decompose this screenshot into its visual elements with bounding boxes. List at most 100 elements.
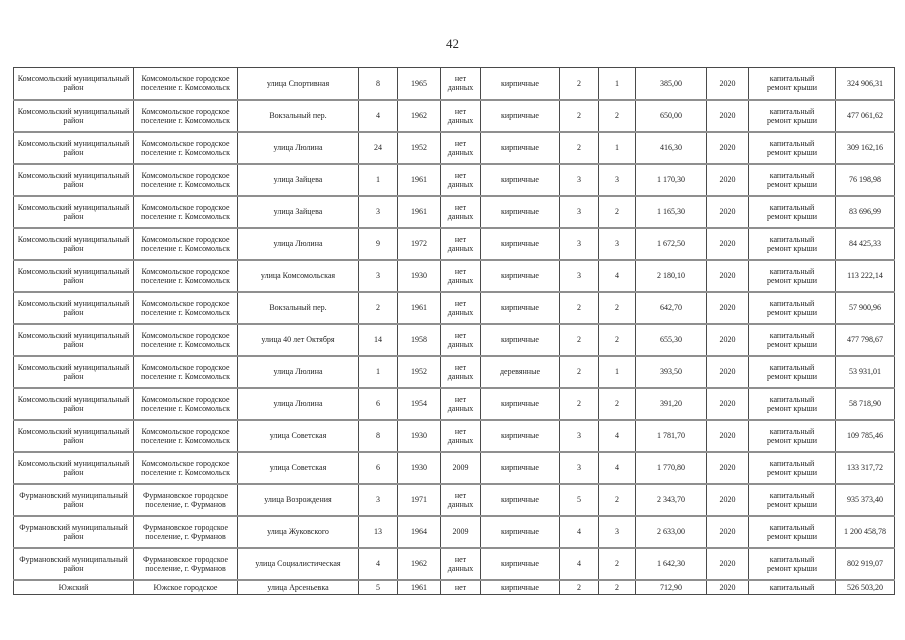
table-cell: 3 [358, 194, 398, 228]
table-row: Комсомольский муниципальный район Комсомо… [13, 226, 895, 260]
table-cell: 1961 [397, 162, 441, 196]
table-cell: 5 [358, 578, 398, 595]
table-cell: 2 343,70 [635, 482, 707, 516]
table-cell: 309 162,16 [835, 130, 895, 164]
table-cell: кирпичные [480, 67, 560, 100]
table-row: Комсомольский муниципальный район Комсомо… [13, 418, 895, 452]
table-cell: Фурмановский муниципальный район [13, 482, 134, 516]
table-cell: 393,50 [635, 354, 707, 388]
table-cell: нет данных [440, 194, 481, 228]
table-cell: кирпичные [480, 194, 560, 228]
table-cell: Комсомольский муниципальный район [13, 162, 134, 196]
table-cell: кирпичные [480, 450, 560, 484]
table-cell: 3 [598, 514, 636, 548]
table-row: Фурмановский муниципальный район Фурманов… [13, 514, 895, 548]
table-cell: 4 [598, 450, 636, 484]
table-cell: Комсомольское городское поселение г. Ком… [133, 386, 238, 420]
table-cell: 3 [598, 226, 636, 260]
table-cell: 5 [559, 482, 599, 516]
table-cell: 324 906,31 [835, 67, 895, 100]
table-cell: 4 [358, 98, 398, 132]
table-cell: капитальный ремонт крыши [748, 354, 836, 388]
table-cell: Фурмановское городское поселение, г. Фур… [133, 514, 238, 548]
table-cell: Комсомольский муниципальный район [13, 450, 134, 484]
table-cell: 1972 [397, 226, 441, 260]
table-cell: 2 [598, 290, 636, 324]
table-cell: 2020 [706, 67, 749, 100]
table-row: Комсомольский муниципальный район Комсомо… [13, 450, 895, 484]
table-cell: 1 [598, 354, 636, 388]
table-cell: кирпичные [480, 98, 560, 132]
table-cell: Комсомольский муниципальный район [13, 194, 134, 228]
table-cell: нет данных [440, 418, 481, 452]
table-cell: 655,30 [635, 322, 707, 356]
table-cell: нет данных [440, 322, 481, 356]
table-cell: Вокзальный пер. [237, 290, 359, 324]
table-cell: улица Советская [237, 418, 359, 452]
table-cell: 1961 [397, 578, 441, 595]
table-cell: 1 770,80 [635, 450, 707, 484]
table-cell: 1 [598, 130, 636, 164]
table-cell: 2 [559, 322, 599, 356]
table-cell: кирпичные [480, 290, 560, 324]
table-cell: Фурмановское городское поселение, г. Фур… [133, 546, 238, 580]
table-cell: Комсомольский муниципальный район [13, 226, 134, 260]
table-cell: кирпичные [480, 130, 560, 164]
table-cell: 2020 [706, 514, 749, 548]
table-row: Южский Южское городское улица Арсеньевка 5 1… [13, 578, 895, 595]
table-row: Комсомольский муниципальный район Комсомо… [13, 354, 895, 388]
table-cell: кирпичные [480, 546, 560, 580]
table-cell: Комсомольское городское поселение г. Ком… [133, 162, 238, 196]
table-cell: 2020 [706, 258, 749, 292]
table-cell: капитальный ремонт крыши [748, 418, 836, 452]
table-cell: Вокзальный пер. [237, 98, 359, 132]
table-cell: 83 696,99 [835, 194, 895, 228]
table-row: Комсомольский муниципальный район Комсомо… [13, 386, 895, 420]
table-cell: улица Арсеньевка [237, 578, 359, 595]
table-cell: Южское городское [133, 578, 238, 595]
table-cell: 1962 [397, 546, 441, 580]
table-cell: 2020 [706, 322, 749, 356]
table-cell: улица Возрождения [237, 482, 359, 516]
table-cell: Комсомольское городское поселение г. Ком… [133, 98, 238, 132]
table-cell: 2 [598, 322, 636, 356]
table-cell: 4 [358, 546, 398, 580]
table-cell: 3 [358, 482, 398, 516]
table-cell: 712,90 [635, 578, 707, 595]
table-cell: капитальный ремонт крыши [748, 386, 836, 420]
table-cell: улица Зайцева [237, 194, 359, 228]
table-row: Комсомольский муниципальный район Комсомо… [13, 98, 895, 132]
table-cell: Комсомольское городское поселение г. Ком… [133, 322, 238, 356]
table-cell: кирпичные [480, 226, 560, 260]
table-cell: 3 [598, 162, 636, 196]
table-cell: 109 785,46 [835, 418, 895, 452]
table-cell: Фурмановский муниципальный район [13, 514, 134, 548]
table-cell: 9 [358, 226, 398, 260]
table-cell: Комсомольский муниципальный район [13, 322, 134, 356]
table-cell: Комсомольский муниципальный район [13, 418, 134, 452]
table-cell: кирпичные [480, 322, 560, 356]
table-cell: Южский [13, 578, 134, 595]
table-cell: 1930 [397, 258, 441, 292]
table-cell: 2020 [706, 418, 749, 452]
table-cell: улица Зайцева [237, 162, 359, 196]
table-cell: 1930 [397, 450, 441, 484]
table-cell: кирпичные [480, 482, 560, 516]
table-cell: 53 931,01 [835, 354, 895, 388]
table-cell: 1 170,30 [635, 162, 707, 196]
table-cell: Комсомольский муниципальный район [13, 98, 134, 132]
table-cell: Комсомольский муниципальный район [13, 130, 134, 164]
table-cell: 1 672,50 [635, 226, 707, 260]
table-cell: улица Люлина [237, 130, 359, 164]
table-cell: капитальный ремонт крыши [748, 546, 836, 580]
table-cell: Комсомольский муниципальный район [13, 354, 134, 388]
table-cell: капитальный ремонт крыши [748, 162, 836, 196]
table-cell: 2020 [706, 354, 749, 388]
table-cell: капитальный ремонт крыши [748, 258, 836, 292]
table-cell: 14 [358, 322, 398, 356]
table-cell: нет данных [440, 546, 481, 580]
table-cell: нет данных [440, 226, 481, 260]
table-cell: 802 919,07 [835, 546, 895, 580]
table-cell: капитальный ремонт крыши [748, 194, 836, 228]
